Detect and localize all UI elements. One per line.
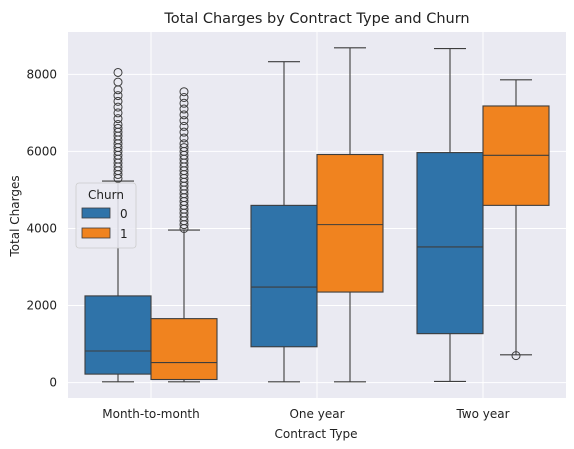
outlier-point [179, 98, 189, 108]
x-tick-label: One year [289, 407, 344, 421]
outlier-point [179, 143, 189, 153]
legend: Churn 0 1 [75, 182, 137, 249]
y-tick-label: 6000 [26, 144, 57, 158]
outlier-point [113, 114, 123, 124]
outlier-point [113, 91, 123, 101]
box-group [84, 67, 152, 383]
boxes-layer [84, 47, 550, 383]
legend-swatch-1 [81, 227, 111, 239]
iqr-box [84, 295, 152, 375]
y-tick-label: 2000 [26, 299, 57, 313]
y-tick-label: 0 [49, 376, 57, 390]
x-tick-labels: Month-to-month One year Two year [102, 407, 509, 421]
box-group [482, 79, 550, 361]
outlier-point [179, 133, 189, 143]
box-group [316, 47, 384, 383]
outlier-point [179, 110, 189, 120]
iqr-box [316, 153, 384, 293]
x-tick-label: Two year [455, 407, 509, 421]
legend-label-0: 0 [120, 207, 128, 221]
outlier-point [179, 92, 189, 102]
y-tick-label: 8000 [26, 67, 57, 81]
outlier-point [113, 123, 123, 133]
y-tick-label: 4000 [26, 221, 57, 235]
outlier-point [113, 77, 123, 87]
box-group [416, 48, 484, 382]
x-tick-label: Month-to-month [102, 407, 200, 421]
outlier-point [179, 104, 189, 114]
outlier-point [113, 119, 123, 129]
chart-title: Total Charges by Contract Type and Churn [163, 11, 469, 27]
y-axis-label: Total Charges [8, 175, 22, 257]
outlier-point [511, 351, 521, 361]
outlier-point [113, 96, 123, 106]
outlier-point [113, 67, 123, 77]
outlier-point [113, 108, 123, 118]
iqr-box [416, 152, 484, 335]
outlier-point [179, 127, 189, 137]
outlier-point [179, 121, 189, 131]
outlier-point [179, 139, 189, 149]
box-group [250, 61, 318, 383]
y-tick-labels: 0 2000 4000 6000 8000 [26, 67, 57, 389]
outlier-point [113, 102, 123, 112]
box-group [150, 87, 218, 383]
x-axis-label: Contract Type [275, 427, 358, 441]
outlier-point [179, 116, 189, 126]
legend-label-1: 1 [120, 227, 128, 241]
outlier-point [179, 87, 189, 97]
legend-title: Churn [88, 188, 124, 202]
iqr-box [250, 204, 318, 348]
legend-swatch-0 [81, 207, 111, 219]
iqr-box [150, 318, 218, 381]
